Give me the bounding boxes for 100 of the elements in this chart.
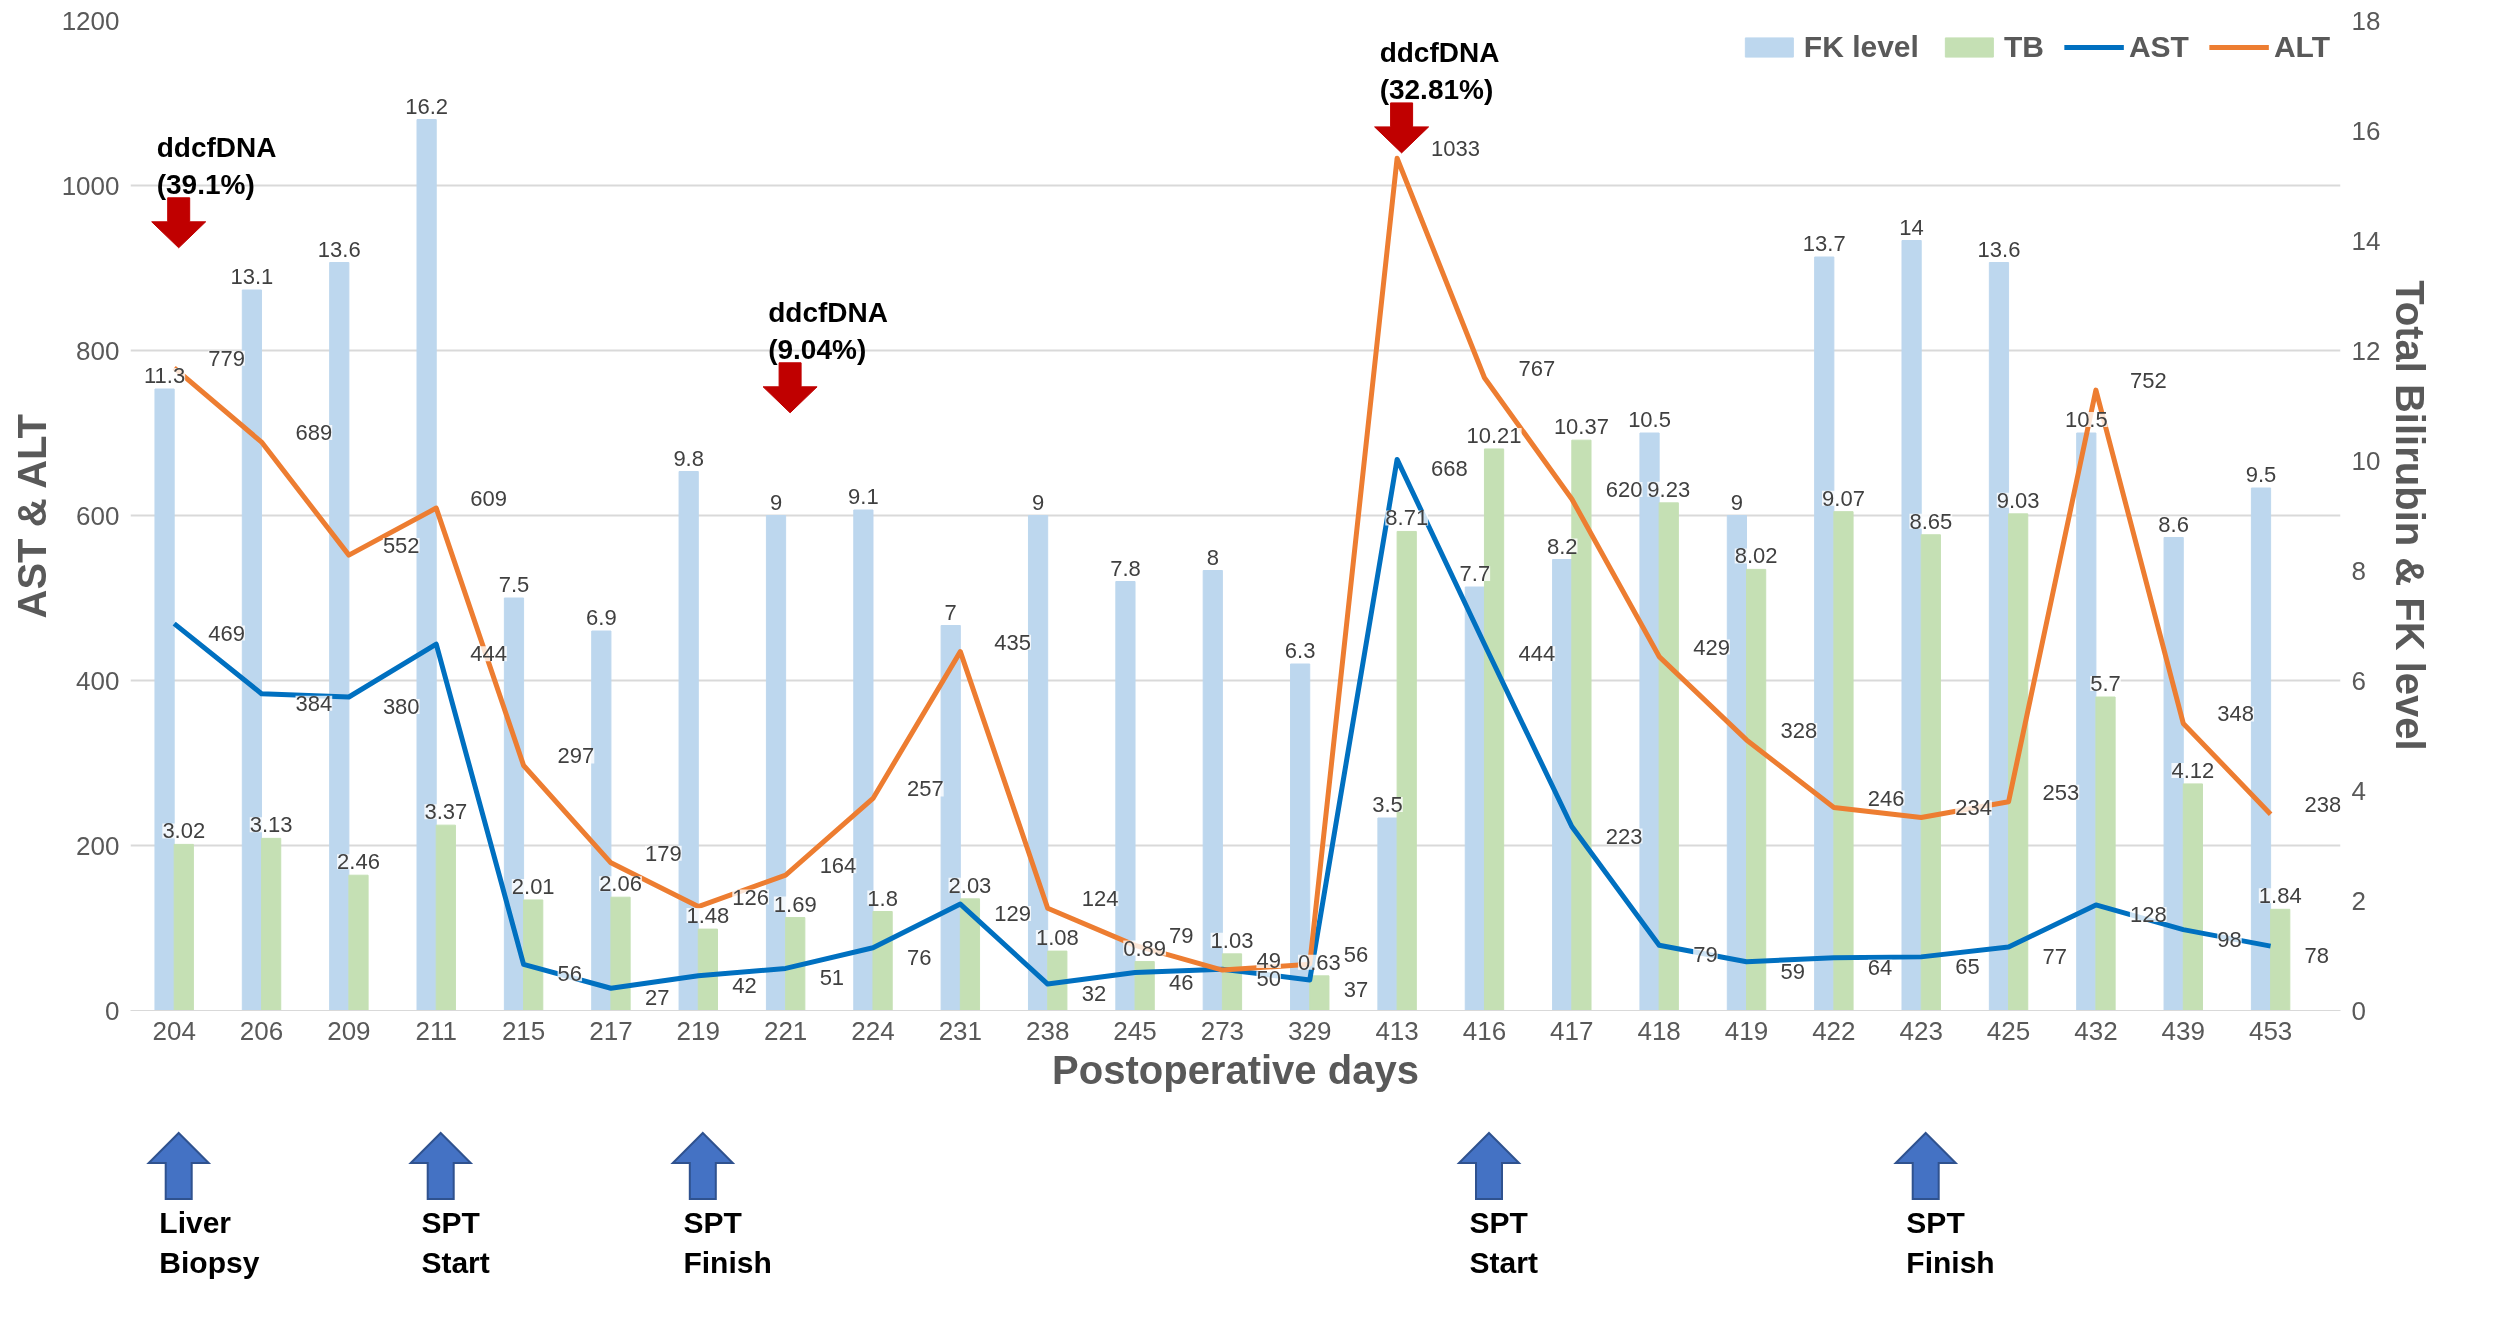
data-label: 6.9 — [586, 605, 617, 630]
data-label: 126 — [732, 884, 770, 910]
bar — [2182, 783, 2203, 1011]
x-tick-label: 432 — [2074, 1015, 2118, 1046]
data-label: 10.5 — [1628, 407, 1671, 432]
bar — [261, 837, 282, 1011]
data-label: 5.7 — [2090, 671, 2121, 696]
x-tick-label: 209 — [327, 1015, 371, 1046]
bar — [2008, 513, 2029, 1011]
bar — [1309, 975, 1330, 1011]
data-label: 257 — [906, 776, 944, 802]
y2-tick-label: 12 — [2351, 335, 2381, 366]
bar — [1746, 568, 1767, 1011]
text: SPT Start — [421, 1206, 490, 1279]
data-label: 469 — [208, 620, 245, 646]
x-tick-label: 238 — [1026, 1015, 1070, 1046]
data-label: 164 — [819, 853, 857, 879]
data-label: 11.3 — [143, 363, 186, 388]
data-label: 46 — [1169, 969, 1194, 995]
x-tick-label: 273 — [1200, 1015, 1245, 1046]
x-tick-label: 422 — [1812, 1015, 1856, 1046]
data-label: 297 — [557, 743, 595, 769]
y-tick-label: 800 — [76, 335, 120, 366]
data-label: 59 — [1780, 958, 1805, 984]
data-label: 129 — [994, 901, 1032, 927]
data-label: 124 — [1081, 886, 1119, 912]
data-label: 78 — [2304, 943, 2330, 969]
bar — [348, 874, 369, 1011]
bar — [2095, 696, 2116, 1011]
x-axis-title: Postoperative days — [1052, 1047, 1419, 1092]
data-label: 253 — [2042, 779, 2080, 805]
data-label: 4.12 — [2171, 757, 2215, 783]
data-label: 179 — [644, 840, 682, 866]
y2-tick-label: 6 — [2351, 665, 2366, 696]
bar — [1377, 817, 1398, 1011]
data-label: 9 — [1730, 489, 1744, 515]
data-label: 8.2 — [1546, 533, 1578, 559]
y2-tick-label: 16 — [2351, 115, 2381, 146]
bar — [872, 911, 893, 1011]
data-label: 16.2 — [405, 93, 449, 119]
data-label: 609 — [470, 486, 507, 512]
y-tick-label: 600 — [76, 500, 120, 531]
y-axis-title: AST & ALT — [9, 414, 54, 619]
x-tick-label: 206 — [239, 1015, 284, 1046]
data-label: 32 — [1081, 981, 1107, 1007]
data-label: 238 — [2304, 792, 2342, 818]
bar — [523, 899, 544, 1011]
data-label: 3.02 — [162, 818, 206, 844]
data-label: 9.23 — [1647, 476, 1691, 502]
annotation: ddcfDNA (32.81%) — [1379, 37, 1500, 106]
text: SPT Finish — [683, 1206, 772, 1279]
data-label: 444 — [470, 641, 507, 667]
y-tick-label: 1000 — [61, 170, 120, 201]
y-tick-label: 400 — [76, 665, 120, 696]
y2-tick-label: 4 — [2351, 775, 2366, 806]
bar — [1658, 502, 1679, 1011]
data-label: 752 — [2129, 368, 2167, 394]
annotation: ddcfDNA (9.04%) — [768, 297, 888, 366]
bar — [1464, 586, 1485, 1011]
x-tick-label: 417 — [1550, 1015, 1594, 1046]
data-label: 1.69 — [773, 891, 817, 917]
bar — [785, 917, 806, 1011]
data-label: 767 — [1518, 355, 1556, 381]
data-label: 328 — [1780, 717, 1818, 743]
data-label: 1.08 — [1035, 925, 1079, 951]
x-tick-label: 418 — [1637, 1015, 1681, 1046]
x-tick-label: 219 — [676, 1015, 720, 1046]
data-label: 9.1 — [848, 484, 879, 509]
data-label: 348 — [2217, 701, 2254, 727]
y2-tick-label: 2 — [2351, 885, 2366, 916]
data-label: 56 — [1343, 942, 1369, 968]
data-label: 42 — [732, 972, 757, 998]
bar — [610, 896, 631, 1011]
x-tick-label: 453 — [2248, 1015, 2293, 1046]
bar — [1920, 534, 1941, 1011]
x-tick-label: 423 — [1899, 1015, 1943, 1046]
data-label: 246 — [1867, 785, 1905, 811]
data-label: 7.8 — [1110, 555, 1141, 581]
x-tick-label: 419 — [1724, 1015, 1769, 1046]
data-label: 6.3 — [1284, 638, 1316, 663]
data-label: 37 — [1343, 976, 1369, 1002]
data-label: 1033 — [1431, 136, 1481, 162]
data-label: 234 — [1955, 795, 1992, 821]
data-label: 9 — [1031, 489, 1045, 515]
y2-axis-title: Total Bilirubin & FK level — [2388, 280, 2433, 751]
x-tick-label: 215 — [501, 1015, 546, 1046]
data-label: 10.5 — [2064, 407, 2108, 432]
data-label: 65 — [1955, 953, 1980, 979]
data-label: 1.84 — [2258, 883, 2302, 909]
x-tick-label: 416 — [1462, 1015, 1507, 1046]
data-label: 8.02 — [1734, 543, 1778, 569]
text: Liver Biopsy — [159, 1206, 260, 1279]
x-tick-label: 231 — [938, 1015, 983, 1046]
legend-label: ALT — [2273, 30, 2330, 64]
data-label: 79 — [1169, 923, 1194, 949]
y-tick-label: 200 — [76, 830, 120, 861]
y2-tick-label: 10 — [2351, 445, 2381, 476]
y2-tick-label: 0 — [2351, 995, 2366, 1026]
x-tick-label: 224 — [851, 1015, 895, 1046]
data-label: 8.71 — [1385, 505, 1429, 531]
